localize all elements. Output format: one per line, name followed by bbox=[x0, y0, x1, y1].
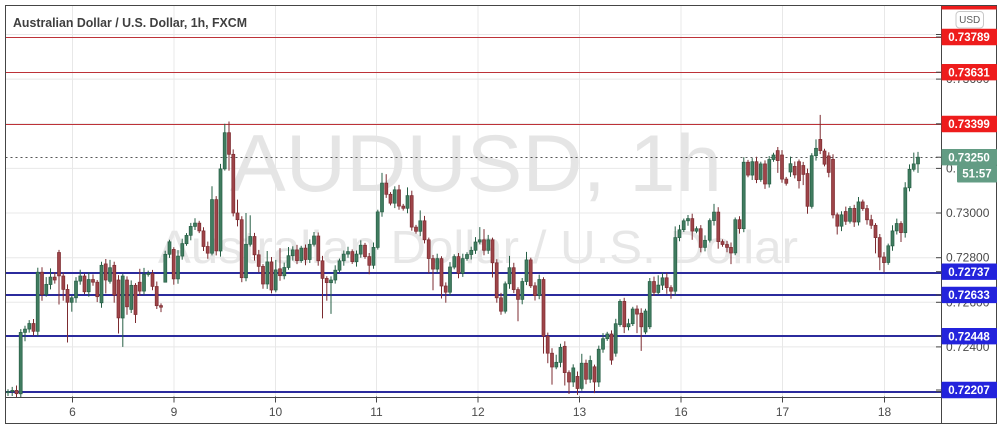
svg-text:17: 17 bbox=[776, 405, 790, 419]
svg-text:Australian Dollar / U.S. Dolla: Australian Dollar / U.S. Dollar, 1h, FXC… bbox=[13, 15, 247, 30]
svg-text:0.73789: 0.73789 bbox=[948, 32, 990, 44]
svg-text:0.73631: 0.73631 bbox=[948, 67, 990, 79]
svg-text:0.73399: 0.73399 bbox=[948, 119, 990, 131]
svg-text:51:57: 51:57 bbox=[962, 169, 991, 181]
svg-text:0.73250: 0.73250 bbox=[948, 152, 990, 164]
svg-text:0.72207: 0.72207 bbox=[948, 385, 990, 397]
svg-text:18: 18 bbox=[878, 405, 892, 419]
svg-text:AUDUSD, 1h: AUDUSD, 1h bbox=[230, 119, 722, 209]
svg-text:0.72800: 0.72800 bbox=[946, 251, 990, 265]
svg-text:9: 9 bbox=[171, 405, 178, 419]
svg-text:USD: USD bbox=[959, 15, 980, 26]
svg-text:0.72737: 0.72737 bbox=[948, 267, 990, 279]
svg-text:10: 10 bbox=[269, 405, 283, 419]
svg-text:0.73000: 0.73000 bbox=[946, 206, 990, 220]
svg-text:6: 6 bbox=[69, 405, 76, 419]
svg-text:0.72448: 0.72448 bbox=[948, 331, 990, 343]
svg-text:0.72633: 0.72633 bbox=[948, 290, 990, 302]
svg-text:11: 11 bbox=[370, 405, 383, 419]
svg-text:16: 16 bbox=[674, 405, 688, 419]
svg-text:13: 13 bbox=[573, 405, 587, 419]
svg-text:12: 12 bbox=[471, 405, 485, 419]
